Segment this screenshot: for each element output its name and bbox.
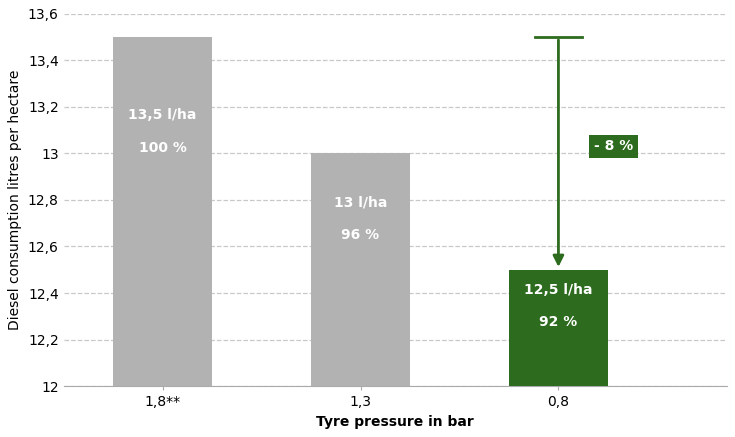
Bar [311, 153, 410, 386]
Text: - 8 %: - 8 % [594, 139, 634, 153]
Text: 100 %: 100 % [139, 141, 187, 155]
Bar [113, 37, 212, 386]
Bar [509, 270, 608, 386]
Text: 12,5 l/ha: 12,5 l/ha [524, 283, 592, 297]
Text: 13,5 l/ha: 13,5 l/ha [129, 108, 197, 122]
Y-axis label: Diesel consumption litres per hectare: Diesel consumption litres per hectare [8, 70, 22, 330]
X-axis label: Tyre pressure in bar: Tyre pressure in bar [316, 415, 474, 429]
Text: 96 %: 96 % [342, 228, 379, 242]
Text: 13 l/ha: 13 l/ha [334, 195, 387, 209]
Text: 92 %: 92 % [539, 315, 578, 329]
